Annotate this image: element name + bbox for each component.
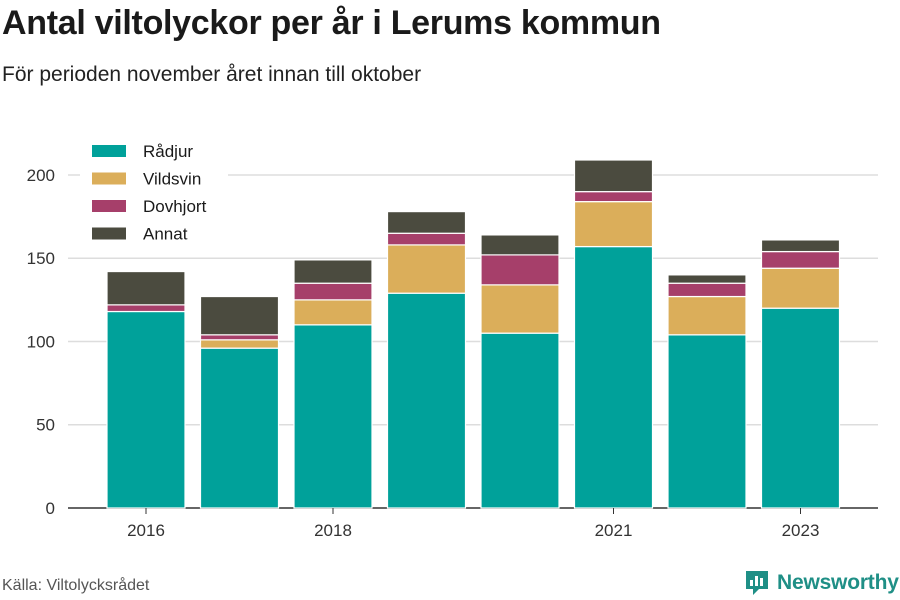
bar-segment [199, 295, 280, 336]
bar-segment [667, 282, 747, 298]
y-tick-label: 0 [46, 499, 55, 518]
bar-segment [386, 292, 467, 509]
legend-swatch [92, 200, 126, 212]
x-tick-label: 2016 [127, 521, 165, 540]
chart-subtitle: För perioden november året innan till ok… [2, 63, 422, 86]
y-tick-label: 50 [36, 416, 55, 435]
brand-logo: Newsworthy [744, 569, 899, 597]
bar-segment [199, 347, 280, 509]
brand-name: Newsworthy [777, 571, 899, 594]
legend-swatch [92, 145, 126, 157]
bar-segment [106, 310, 186, 509]
bar-segment [106, 304, 186, 313]
bar-segment [386, 211, 467, 234]
x-tick-label: 2018 [314, 521, 352, 540]
y-tick-label: 100 [27, 332, 55, 351]
x-tick-label: 2023 [782, 521, 820, 540]
legend-label: Dovhjort [143, 197, 207, 216]
bar-segment [480, 332, 560, 509]
x-tick-label: 2021 [595, 521, 633, 540]
legend-label: Annat [143, 225, 188, 244]
bar-segment [760, 307, 841, 509]
y-tick-label: 200 [27, 166, 55, 185]
bar-segment [386, 244, 467, 294]
legend-label: Vildsvin [143, 170, 201, 189]
legend: Rådjur Vildsvin Dovhjort Annat [80, 136, 228, 250]
bar-segment [667, 334, 747, 509]
legend-swatch [92, 172, 126, 185]
source-note: Källa: Viltolycksrådet [2, 577, 150, 594]
bar-segment [480, 254, 560, 286]
stacked-bar-chart: 0 50 100 150 200 2016 2018 2021 2023 Rådjur Vild… [26, 136, 878, 540]
bar-segment [760, 267, 841, 309]
bar-segment [293, 324, 373, 509]
x-axis-ticks: 2016 2018 2021 2023 [127, 508, 819, 540]
bar-segment [573, 159, 654, 193]
bar-segment [573, 201, 654, 248]
bar-segment [573, 245, 654, 509]
bars [106, 159, 841, 509]
bar-segment [199, 339, 280, 349]
newsworthy-logo-icon [746, 571, 768, 595]
bar-segment [760, 239, 841, 253]
y-tick-label: 150 [27, 249, 55, 268]
bar-segment [573, 191, 654, 203]
bar-segment [199, 334, 280, 341]
bar-segment [667, 295, 747, 336]
chart-title: Antal viltolyckor per år i Lerums kommun [2, 4, 661, 42]
bar-segment [293, 282, 373, 301]
bar-segment [760, 250, 841, 269]
bar-segment [667, 274, 747, 284]
bar-segment [106, 270, 186, 306]
legend-label: Rådjur [143, 142, 193, 161]
y-axis-ticks: 0 50 100 150 200 [27, 166, 55, 518]
bar-segment [480, 234, 560, 256]
bar-segment [293, 259, 373, 284]
bar-segment [386, 232, 467, 246]
legend-swatch [92, 227, 126, 240]
bar-segment [293, 299, 373, 326]
bar-segment [480, 284, 560, 334]
